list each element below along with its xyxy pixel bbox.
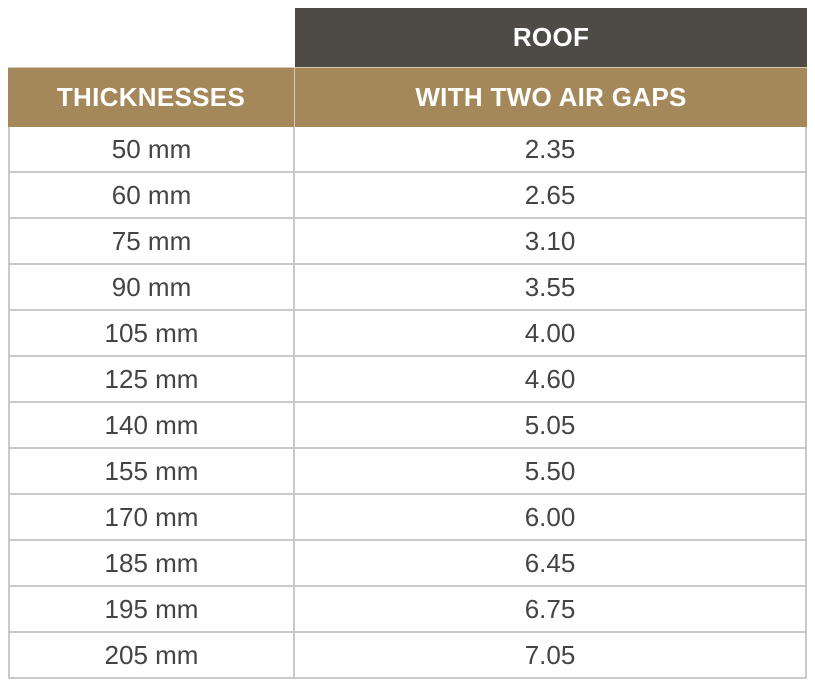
table-row-thickness: 75 mm <box>8 219 295 265</box>
two-air-gaps-column-header: WITH TWO AIR GAPS <box>295 67 807 127</box>
table-row-thickness: 105 mm <box>8 311 295 357</box>
table-row-thickness: 50 mm <box>8 127 295 173</box>
table-row-thickness: 195 mm <box>8 587 295 633</box>
table-row-value: 6.00 <box>295 495 807 541</box>
header-blank-corner <box>8 8 295 67</box>
roof-header: ROOF <box>295 8 807 67</box>
table-row-value: 5.50 <box>295 449 807 495</box>
table-row-thickness: 155 mm <box>8 449 295 495</box>
table-row-value: 3.55 <box>295 265 807 311</box>
table-row-value: 3.10 <box>295 219 807 265</box>
table-row-thickness: 60 mm <box>8 173 295 219</box>
table-row-value: 6.75 <box>295 587 807 633</box>
thickness-table: ROOF THICKNESSES WITH TWO AIR GAPS 50 mm… <box>8 8 807 679</box>
table-row-value: 2.65 <box>295 173 807 219</box>
table-row-value: 7.05 <box>295 633 807 679</box>
table-row-value: 4.60 <box>295 357 807 403</box>
table-row-value: 6.45 <box>295 541 807 587</box>
table-row-value: 4.00 <box>295 311 807 357</box>
table-row-thickness: 125 mm <box>8 357 295 403</box>
table-row-value: 5.05 <box>295 403 807 449</box>
table-row-thickness: 170 mm <box>8 495 295 541</box>
thicknesses-column-header: THICKNESSES <box>8 67 295 127</box>
table-row-thickness: 185 mm <box>8 541 295 587</box>
table-row-value: 2.35 <box>295 127 807 173</box>
table-row-thickness: 205 mm <box>8 633 295 679</box>
table-row-thickness: 140 mm <box>8 403 295 449</box>
table-row-thickness: 90 mm <box>8 265 295 311</box>
